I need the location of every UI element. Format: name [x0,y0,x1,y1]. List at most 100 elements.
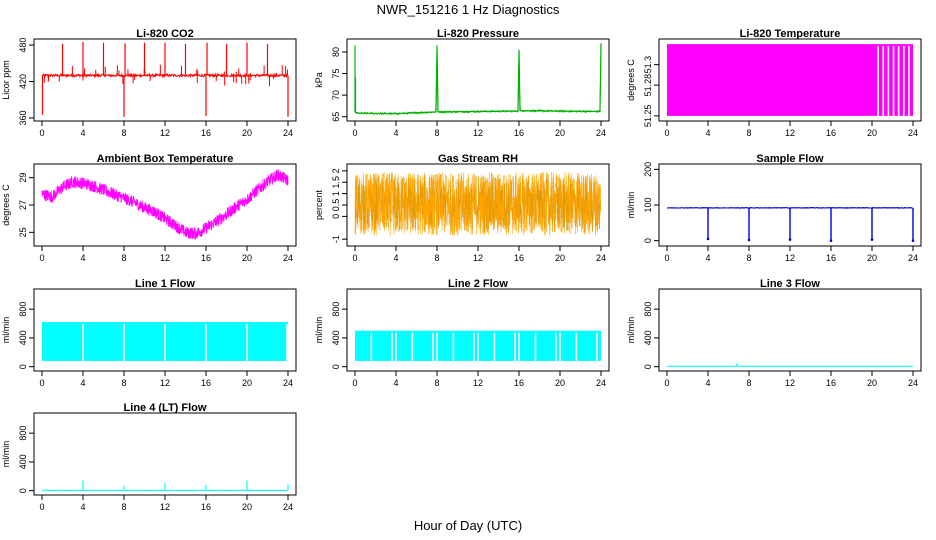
x-tick-label: 8 [434,378,439,388]
x-tick-label: 12 [785,378,795,388]
y-tick-label: 51.28 [643,74,653,97]
data-band [667,44,913,116]
x-tick-label: 16 [201,378,211,388]
x-tick-label: 12 [160,128,170,138]
data-layer [354,171,602,236]
x-tick-label: 24 [596,378,606,388]
data-dip-point [829,239,833,242]
y-tick-label: 800 [18,426,28,441]
y-tick-label: 100 [643,197,653,212]
x-tick-label: 16 [826,128,836,138]
x-tick-label: 0 [39,128,44,138]
y-tick-label: 200 [643,162,653,177]
x-tick-label: 0 [664,378,669,388]
data-series-noise [354,43,602,116]
chart-panel-2: Li-820 Pressure kPa 0 4 8 12 16 20 24 65 70 75 80 [314,28,610,138]
y-tick-label: 420 [18,74,28,89]
y-tick-label: 0.5 [331,199,341,212]
x-tick-label: 24 [596,128,606,138]
y-axis-label: ml/min [1,441,11,468]
x-tick-label: 8 [434,253,439,263]
chart-panel-3: Li-820 Temperature degrees C 0 4 8 12 16 20 24 51… [626,28,922,138]
x-tick-label: 12 [785,128,795,138]
x-tick-label: 0 [39,502,44,512]
y-tick-label: 400 [643,330,653,345]
y-axis-label: ml/min [1,317,11,344]
y-tick-label: 800 [331,302,341,317]
x-tick-label: 8 [121,253,126,263]
chart-panel-10: Line 4 (LT) Flow ml/min 0 4 8 12 16 20 24 0 400 800 [1,402,297,512]
y-axis-label: percent [314,189,324,220]
data-layer [41,480,289,491]
y-tick-label: 0 [18,488,28,493]
plot-frame [346,38,610,122]
x-tick-label: 4 [80,378,85,388]
data-layer [355,330,601,361]
data-series [667,363,913,367]
y-tick-label: 0 [643,238,653,243]
data-dip-point [911,239,915,242]
x-tick-label: 20 [555,253,565,263]
x-tick-label: 12 [160,253,170,263]
data-series [354,43,602,115]
y-tick-label: 29 [18,173,28,183]
figure-x-axis-label: Hour of Day (UTC) [414,518,522,533]
y-axis-label: ml/min [626,317,636,344]
y-tick-label: 70 [331,90,341,100]
y-tick-label: 800 [643,302,653,317]
y-tick-label: 1.5 [331,176,341,189]
x-tick-label: 8 [434,128,439,138]
chart-panel-5: Gas Stream RH percent 0 4 8 12 16 20 24 -1 0 0.5 1 1.… [314,153,610,263]
panel-title: Li-820 CO2 [136,28,193,40]
x-tick-label: 4 [393,253,398,263]
data-dip-point [747,238,751,242]
y-axis-label: degrees C [626,59,636,101]
x-tick-label: 16 [826,378,836,388]
chart-panel-9: Line 3 Flow ml/min 0 4 8 12 16 20 24 0 400 800 [626,278,922,388]
x-tick-label: 0 [664,253,669,263]
y-tick-label: 0 [643,364,653,369]
x-tick-label: 4 [80,502,85,512]
y-tick-label: 400 [331,330,341,345]
x-tick-label: 20 [242,502,252,512]
x-tick-label: 8 [746,128,751,138]
x-tick-label: 12 [473,128,483,138]
x-tick-label: 8 [121,502,126,512]
y-tick-label: 400 [18,330,28,345]
panel-title: Line 3 Flow [760,278,820,290]
y-tick-label: 400 [18,454,28,469]
plot-frame [658,288,922,372]
y-axis-label: Licor ppm [1,60,11,100]
data-dip-point [706,237,710,241]
panel-title: Line 2 Flow [448,278,508,290]
y-tick-label: 2 [331,168,341,173]
data-layer [667,206,915,242]
panel-title: Line 1 Flow [135,278,195,290]
x-tick-label: 24 [283,253,293,263]
x-tick-label: 20 [867,378,877,388]
y-axis-label: kPa [314,72,324,88]
x-tick-label: 0 [39,378,44,388]
data-layer [667,44,913,116]
x-tick-label: 16 [201,253,211,263]
plot-frame [33,412,297,496]
y-tick-label: 27 [18,200,28,210]
chart-panel-7: Line 1 Flow ml/min 0 4 8 12 16 20 24 0 400 800 [1,278,297,388]
x-tick-label: 12 [160,502,170,512]
x-tick-label: 4 [705,378,710,388]
chart-panel-6: Sample Flow ml/min 0 4 8 12 16 20 24 0 100 200 [626,153,922,263]
x-tick-label: 20 [242,378,252,388]
data-series [41,169,289,240]
data-series-points [354,176,601,231]
x-tick-label: 16 [826,253,836,263]
x-tick-label: 4 [393,378,398,388]
y-tick-label: 0 [331,364,341,369]
data-layer [667,363,913,367]
chart-panel-1: Li-820 CO2 Licor ppm 0 4 8 12 16 20 24 360 420 480 [1,28,297,138]
y-tick-label: 25 [18,227,28,237]
y-tick-label: 51.25 [643,105,653,128]
y-tick-label: 80 [331,47,341,57]
panel-title: Ambient Box Temperature [97,153,234,165]
panel-title: Gas Stream RH [438,153,518,165]
